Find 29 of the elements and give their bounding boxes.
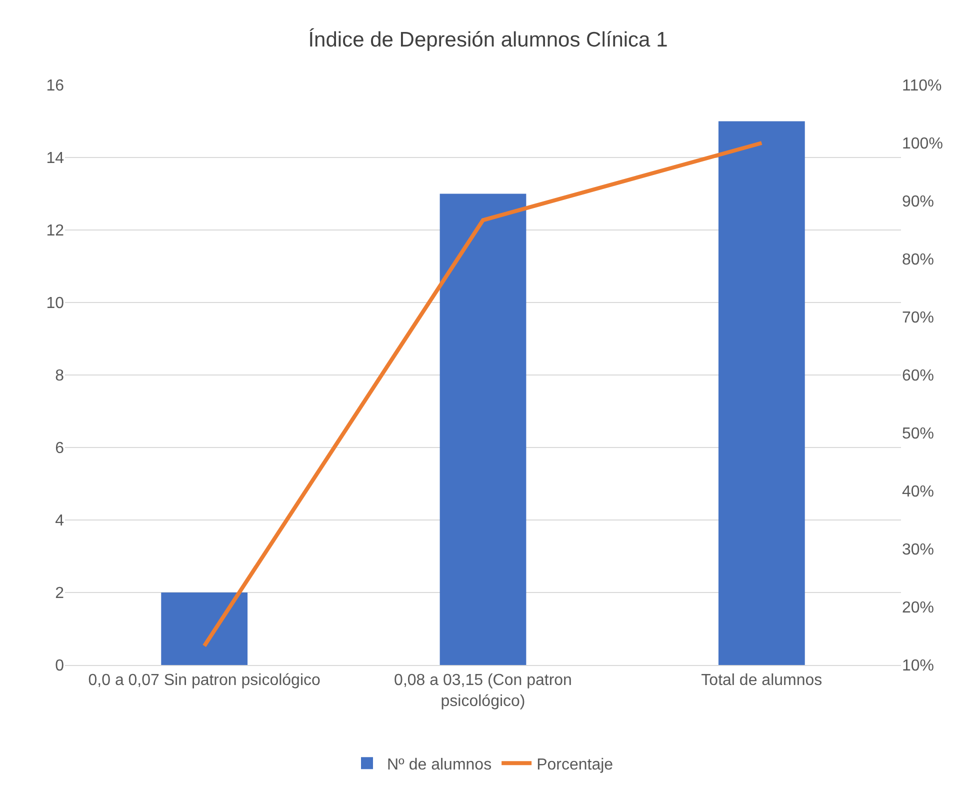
y2-tick-label: 10% [902, 658, 934, 675]
y2-tick-label: 40% [902, 484, 934, 501]
y2-tick-label: 90% [902, 194, 934, 211]
y-tick-label: 14 [46, 150, 64, 168]
y2-tick-label: 100% [902, 136, 943, 153]
y-tick-label: 6 [55, 440, 64, 458]
chart-title: Índice de Depresión alumnos Clínica 1 [308, 27, 668, 52]
y-tick-label: 12 [46, 222, 64, 240]
y2-tick-label: 50% [902, 426, 934, 443]
legend-label: Porcentaje [536, 756, 614, 774]
x-tick-label: 0,08 a 03,15 (Con patron psicológico) [394, 672, 572, 710]
bar [718, 121, 805, 665]
y-tick-label: 16 [46, 78, 64, 95]
y2-tick-label: 80% [902, 252, 934, 269]
y-tick-label: 2 [55, 585, 64, 602]
y-tick-label: 10 [46, 295, 64, 312]
y2-tick-label: 30% [902, 542, 934, 559]
x-tick-label: 0,0 a 0,07 Sin patron psicológico [88, 672, 321, 690]
y-tick-label: 4 [55, 512, 64, 530]
bar [440, 194, 526, 665]
legend-label: Nº de alumnos [387, 756, 492, 774]
y-tick-label: 0 [55, 658, 64, 675]
y2-tick-label: 110% [902, 78, 942, 95]
y2-tick-label: 70% [902, 310, 934, 327]
y2-tick-label: 60% [902, 368, 934, 385]
bar [161, 592, 248, 665]
y2-tick-label: 20% [902, 600, 934, 617]
y-tick-label: 8 [55, 368, 64, 385]
x-tick-label: Total de alumnos [701, 672, 822, 690]
